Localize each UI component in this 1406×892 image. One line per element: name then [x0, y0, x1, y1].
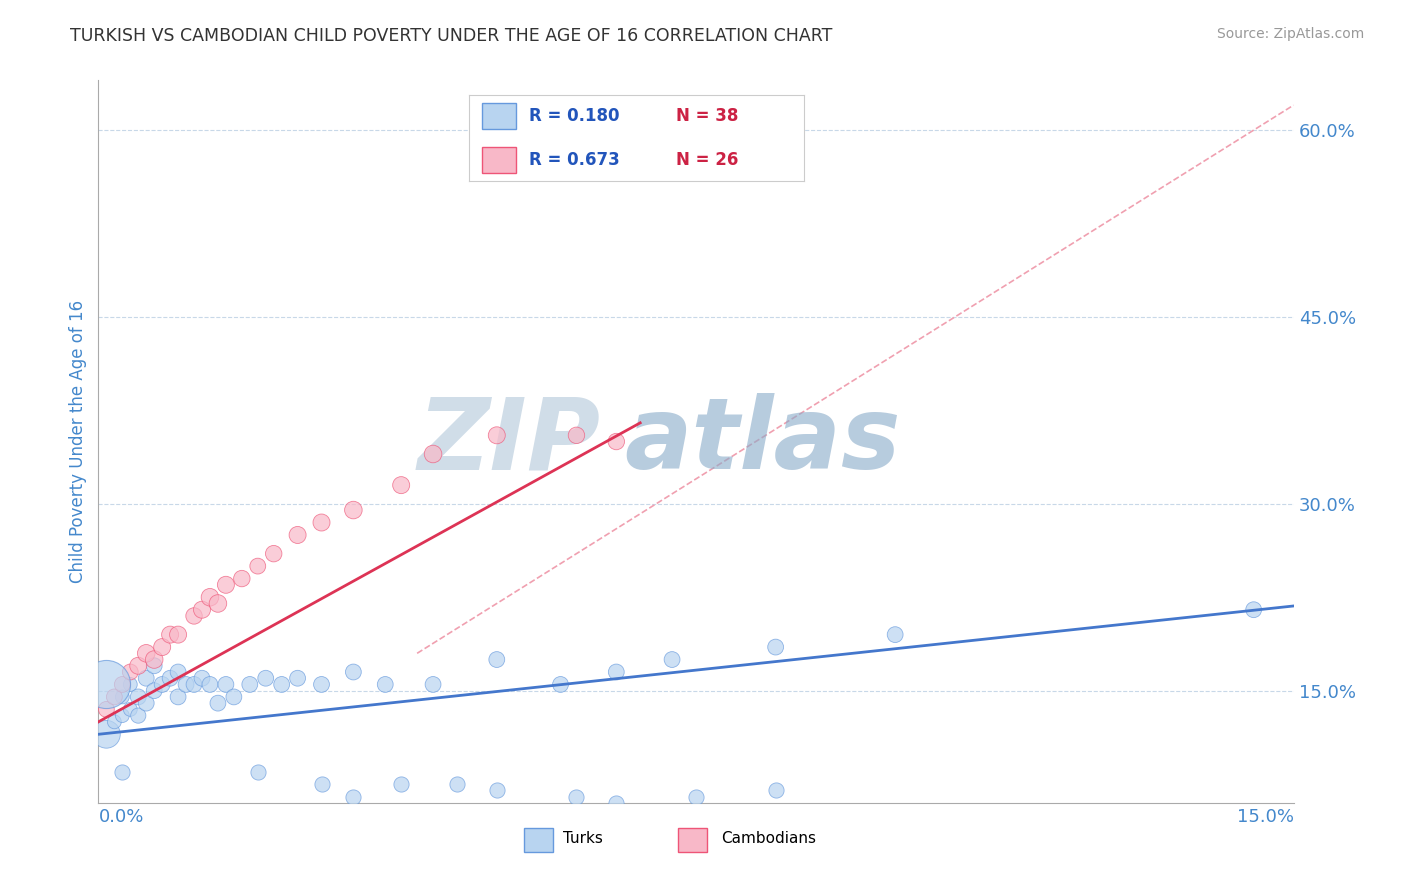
Point	[222, 690, 245, 704]
Point	[183, 677, 205, 691]
Point	[127, 690, 149, 704]
Point	[246, 764, 269, 779]
Point	[254, 671, 277, 685]
Point	[389, 777, 412, 791]
Point	[120, 677, 142, 691]
Point	[103, 690, 125, 704]
Point	[150, 677, 173, 691]
Point	[685, 789, 707, 804]
Point	[167, 627, 190, 641]
Point	[342, 503, 364, 517]
Point	[159, 671, 181, 685]
Point	[135, 671, 157, 685]
Point	[263, 547, 285, 561]
Point	[342, 665, 364, 679]
Point	[135, 696, 157, 710]
Point	[103, 714, 125, 729]
Point	[191, 603, 214, 617]
Point	[111, 690, 134, 704]
Point	[422, 677, 444, 691]
Point	[661, 652, 683, 666]
Point	[1243, 603, 1265, 617]
Point	[485, 428, 508, 442]
Point	[550, 677, 572, 691]
Point	[143, 658, 166, 673]
Point	[287, 528, 309, 542]
Point	[96, 727, 118, 741]
Point	[111, 677, 134, 691]
Point	[270, 677, 292, 691]
Point	[143, 683, 166, 698]
Point	[605, 665, 627, 679]
Point	[198, 591, 221, 605]
Point	[96, 677, 118, 691]
Point	[111, 708, 134, 723]
Point	[231, 572, 253, 586]
Point	[215, 578, 238, 592]
Point	[239, 677, 262, 691]
Point	[135, 646, 157, 660]
Point	[215, 677, 238, 691]
Text: atlas: atlas	[624, 393, 901, 490]
Point	[605, 434, 627, 449]
Point	[485, 783, 508, 797]
Point	[389, 478, 412, 492]
Point	[120, 665, 142, 679]
Text: 15.0%: 15.0%	[1236, 808, 1294, 826]
Point	[342, 789, 364, 804]
Point	[765, 640, 787, 654]
Point	[167, 665, 190, 679]
Point	[374, 677, 396, 691]
Point	[111, 764, 134, 779]
Point	[207, 597, 229, 611]
Text: 0.0%: 0.0%	[98, 808, 143, 826]
Point	[246, 559, 269, 574]
Text: ZIP: ZIP	[418, 393, 600, 490]
Point	[183, 609, 205, 624]
Point	[565, 789, 588, 804]
Point	[191, 671, 214, 685]
Text: TURKISH VS CAMBODIAN CHILD POVERTY UNDER THE AGE OF 16 CORRELATION CHART: TURKISH VS CAMBODIAN CHILD POVERTY UNDER…	[70, 27, 832, 45]
Point	[96, 702, 118, 716]
Point	[159, 627, 181, 641]
Point	[127, 708, 149, 723]
Point	[174, 677, 197, 691]
Text: Source: ZipAtlas.com: Source: ZipAtlas.com	[1216, 27, 1364, 41]
Point	[485, 652, 508, 666]
Point	[565, 428, 588, 442]
Point	[422, 447, 444, 461]
Point	[311, 777, 333, 791]
Point	[150, 640, 173, 654]
Point	[143, 652, 166, 666]
Y-axis label: Child Poverty Under the Age of 16: Child Poverty Under the Age of 16	[69, 300, 87, 583]
Point	[311, 677, 333, 691]
Point	[287, 671, 309, 685]
Point	[884, 627, 907, 641]
Point	[127, 658, 149, 673]
Point	[311, 516, 333, 530]
Point	[120, 702, 142, 716]
Point	[167, 690, 190, 704]
Point	[207, 696, 229, 710]
Point	[198, 677, 221, 691]
Point	[765, 783, 787, 797]
Point	[446, 777, 468, 791]
Point	[605, 796, 627, 810]
